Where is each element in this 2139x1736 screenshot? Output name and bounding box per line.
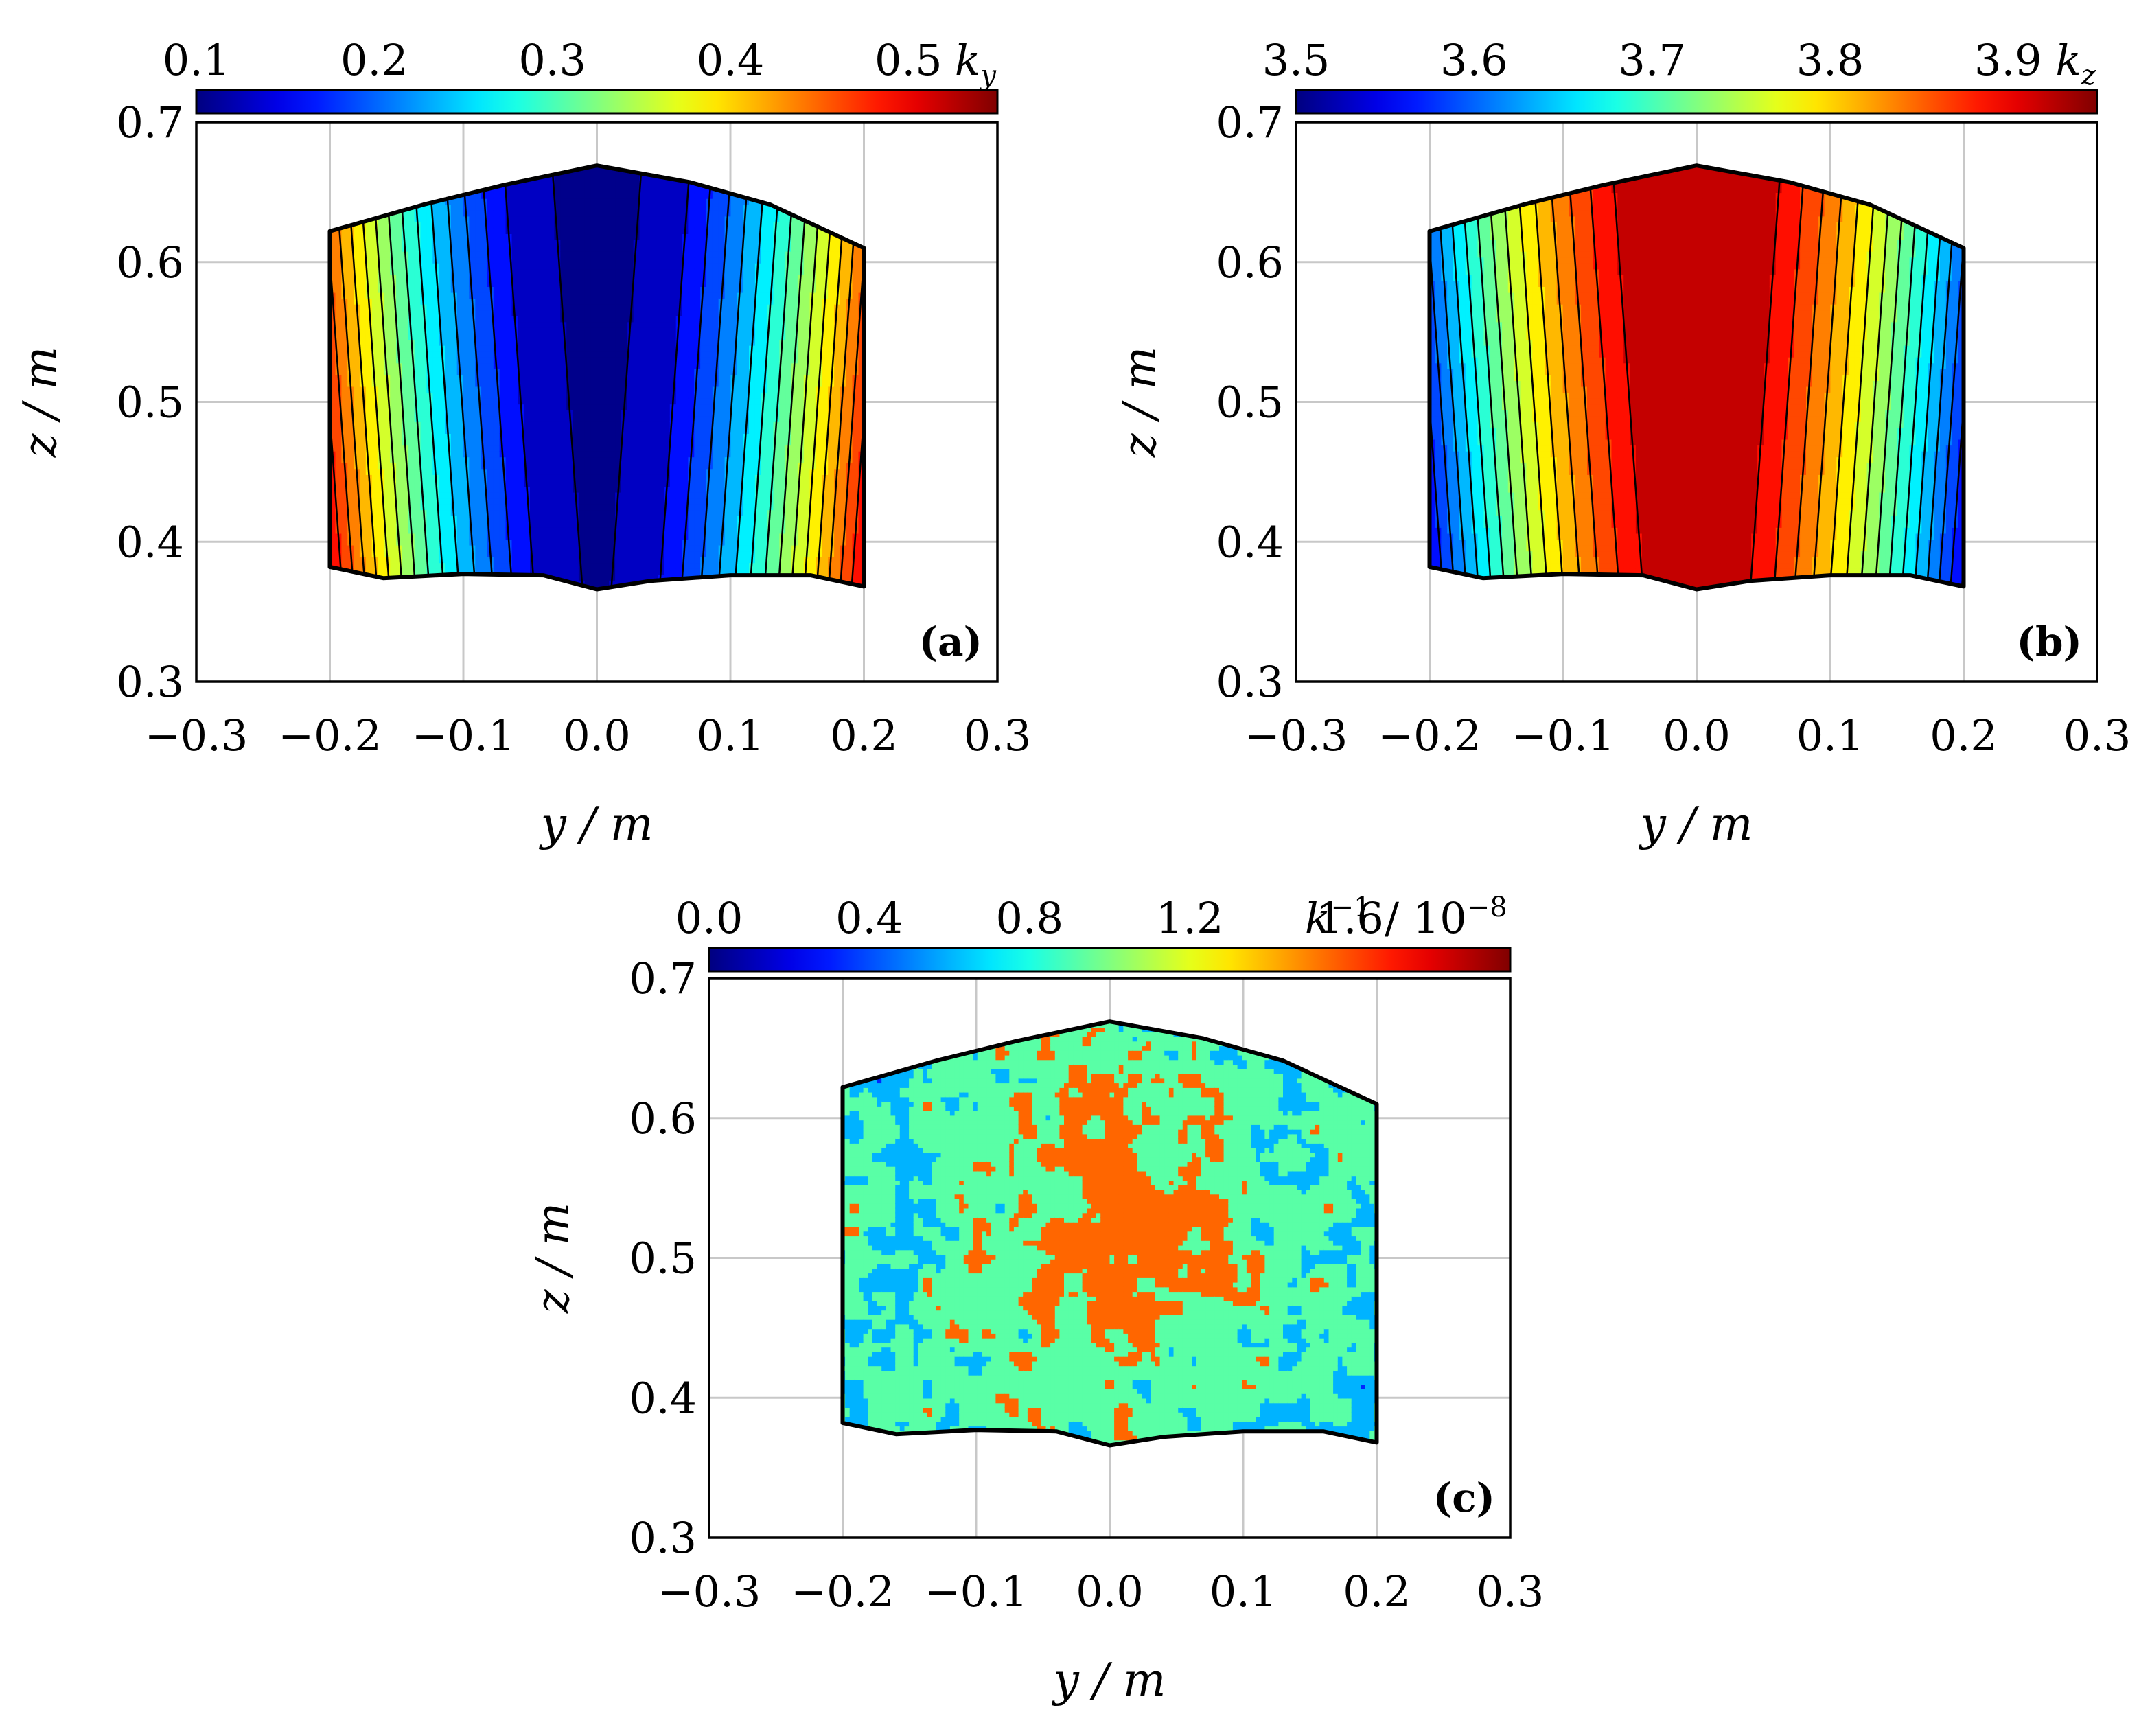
colorbar-tick-label: 0.5 bbox=[875, 35, 943, 85]
x-axis-label: y / m bbox=[538, 798, 653, 850]
x-tick-label: −0.2 bbox=[791, 1566, 894, 1617]
x-tick-label: 0.3 bbox=[1477, 1566, 1545, 1617]
y-tick-label: 0.5 bbox=[1216, 378, 1284, 428]
colorbar bbox=[1295, 89, 2098, 115]
x-tick-label: −0.2 bbox=[1378, 710, 1481, 761]
colorbar-tick-label: 1.2 bbox=[1156, 893, 1224, 943]
panel-a: 0.1 0.2 0.3 0.4 0.5 ky−0.3 −0.2 −0.1 0.0 0.1 0.2 0.… bbox=[14, 35, 1031, 850]
x-tick-label: −0.2 bbox=[278, 710, 382, 761]
y-tick-label: 0.3 bbox=[116, 657, 184, 707]
contour-field bbox=[329, 165, 864, 590]
x-axis-label: y / m bbox=[1638, 798, 1753, 850]
x-tick-label: −0.3 bbox=[658, 1566, 761, 1617]
axes-frame bbox=[708, 977, 1512, 1539]
x-tick-label: 0.1 bbox=[1210, 1566, 1277, 1617]
x-tick-label: −0.1 bbox=[925, 1566, 1028, 1617]
contour-field bbox=[842, 1021, 1377, 1446]
panel-label: (c) bbox=[1433, 1474, 1495, 1521]
colorbar bbox=[708, 947, 1512, 973]
y-tick-label: 0.7 bbox=[116, 97, 184, 148]
x-tick-label: −0.1 bbox=[412, 710, 516, 761]
panel-label: (a) bbox=[919, 618, 982, 665]
axes-frame bbox=[195, 121, 999, 683]
x-tick-label: 0.2 bbox=[1343, 1566, 1411, 1617]
y-tick-label: 0.7 bbox=[629, 953, 697, 1004]
x-tick-label: −0.3 bbox=[145, 710, 248, 761]
contour-field bbox=[1429, 165, 1964, 590]
y-tick-label: 0.6 bbox=[1216, 238, 1284, 288]
y-tick-label: 0.3 bbox=[629, 1513, 697, 1563]
colorbar-tick-label: 0.4 bbox=[835, 893, 903, 943]
y-tick-label: 0.6 bbox=[629, 1093, 697, 1144]
x-tick-label: 0.2 bbox=[830, 710, 898, 761]
y-axis-label: z / m bbox=[14, 347, 67, 459]
colorbar-tick-label: 0.4 bbox=[697, 35, 765, 85]
y-axis-label: z / m bbox=[1113, 347, 1166, 459]
x-tick-label: 0.3 bbox=[2063, 710, 2131, 761]
x-tick-label: 0.3 bbox=[964, 710, 1032, 761]
x-tick-label: 0.2 bbox=[1930, 710, 1998, 761]
panel-b: 3.5 3.6 3.7 3.8 3.9 kz −0.3 −0.2 −0.1 0.0 0.1 0.2 0.… bbox=[1113, 35, 2131, 850]
domain-boundary bbox=[327, 163, 866, 592]
y-tick-label: 0.4 bbox=[116, 517, 184, 567]
colorbar-tick-label: 1.6 bbox=[1316, 893, 1384, 943]
colorbar bbox=[195, 89, 999, 115]
x-tick-label: 0.0 bbox=[1663, 710, 1731, 761]
y-tick-label: 0.7 bbox=[1216, 97, 1284, 148]
colorbar-tick-label: 0.1 bbox=[163, 35, 231, 85]
colorbar-tick-label: 3.8 bbox=[1796, 35, 1864, 85]
y-tick-label: 0.4 bbox=[1216, 517, 1284, 567]
colorbar-tick-label: 3.5 bbox=[1262, 35, 1330, 85]
colorbar-tick-label: 3.6 bbox=[1440, 35, 1508, 85]
x-tick-label: 0.0 bbox=[1076, 1566, 1144, 1617]
axes-frame bbox=[1295, 121, 2098, 683]
colorbar-tick-label: 0.0 bbox=[675, 893, 743, 943]
x-tick-label: −0.3 bbox=[1245, 710, 1348, 761]
y-tick-label: 0.5 bbox=[116, 378, 184, 428]
x-axis-label: y / m bbox=[1051, 1654, 1166, 1706]
y-tick-label: 0.6 bbox=[116, 238, 184, 288]
colorbar-tick-label: 0.8 bbox=[995, 893, 1063, 943]
colorbar-tick-label: 3.9 bbox=[1974, 35, 2042, 85]
colorbar-tick-label: 0.2 bbox=[340, 35, 408, 85]
y-axis-label: z / m bbox=[527, 1203, 579, 1315]
colorbar-label: k−1 / 10−8 bbox=[1305, 892, 1507, 943]
colorbar-label: kz bbox=[2055, 35, 2096, 91]
colorbar-tick-label: 0.3 bbox=[518, 35, 586, 85]
x-tick-label: 0.1 bbox=[697, 710, 765, 761]
contour-lines bbox=[1429, 165, 1964, 590]
y-tick-label: 0.3 bbox=[1216, 657, 1284, 707]
x-tick-label: −0.1 bbox=[1512, 710, 1615, 761]
panel-c: 0.0 0.4 0.8 1.2 1.6k−1 / 10−8 −0.3 −0.2 −0.1 0.0… bbox=[527, 892, 1544, 1706]
domain-boundary bbox=[1427, 163, 1966, 592]
x-tick-label: 0.1 bbox=[1796, 710, 1864, 761]
colorbar-tick-label: 3.7 bbox=[1618, 35, 1686, 85]
x-tick-label: 0.0 bbox=[563, 710, 631, 761]
colorbar-label: ky bbox=[955, 35, 997, 91]
panel-label: (b) bbox=[2017, 618, 2082, 665]
domain-boundary bbox=[840, 1019, 1379, 1448]
y-tick-label: 0.5 bbox=[629, 1234, 697, 1284]
y-tick-label: 0.4 bbox=[629, 1373, 697, 1423]
